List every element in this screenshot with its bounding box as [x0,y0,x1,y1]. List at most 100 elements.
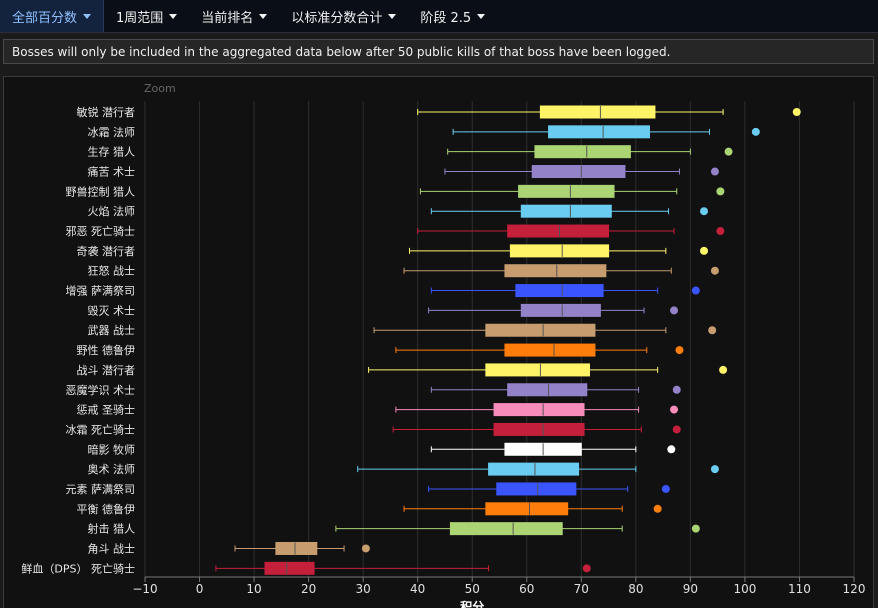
box [548,125,650,139]
box [275,541,318,555]
boxplot-chart: −10 0 10 20 30 40 50 60 70 80 90 100 110 120 积分 敏锐 潜行者冰… [21,101,866,608]
x-tick-label: −10 [132,582,157,596]
category-label: 敏锐 潜行者 [77,105,136,119]
x-tick-label: 50 [465,582,480,596]
x-tick-label: 10 [246,582,261,596]
category-label: 痛苦 术士 [88,165,136,179]
box [493,403,585,417]
zoom-label[interactable]: Zoom [144,82,176,95]
box [507,224,610,238]
outlier-point [719,365,728,374]
box [485,323,596,337]
category-label: 武器 战士 [88,324,136,337]
x-tick-label: 60 [519,582,534,596]
box [509,244,610,258]
outlier-point [792,108,801,116]
category-label: 暗影 牧师 [88,442,136,456]
box [485,502,569,516]
box [534,145,631,159]
category-label: 惩戒 圣骑士 [77,404,136,417]
category-label: 奇袭 潜行者 [77,244,136,258]
box [485,363,590,377]
box [520,303,601,317]
outlier-point [700,207,709,216]
notice-banner: Bosses will only be included in the aggr… [3,39,874,64]
outlier-point [710,266,719,275]
outlier-point [700,246,709,255]
x-tick-label: 20 [301,582,316,596]
chevron-down-icon [388,13,397,19]
box [518,184,615,198]
tab-standard-score[interactable]: 以标准分数合计 [279,0,408,32]
category-label: 野兽控制 猎人 [66,184,136,198]
tab-time-range[interactable]: 1周范围 [104,0,189,32]
outlier-point [716,227,725,236]
outlier-point [670,306,679,315]
box [493,422,585,436]
x-tick-label: 30 [356,582,371,596]
x-tick-label: 0 [196,582,204,596]
category-label: 邪恶 死亡骑士 [66,224,136,238]
x-axis-label: 积分 [460,599,484,608]
tab-phase[interactable]: 阶段 2.5 [408,0,497,32]
box [496,482,577,496]
chart-panel: Zoom −10 0 10 20 30 40 50 60 70 80 90 100 110 120 积分 敏锐… [3,76,874,608]
tab-label: 以标准分数合计 [291,10,383,26]
category-label: 生存 猎人 [88,145,136,159]
outlier-point [716,187,725,196]
outlier-point [751,127,760,136]
x-tick-label: 100 [733,582,756,596]
category-label: 冰霜 死亡骑士 [66,422,136,436]
outlier-point [582,564,591,573]
outlier-point [691,524,700,533]
x-tick-label: 80 [628,582,643,596]
box [539,105,656,119]
category-label: 奥术 法师 [88,462,136,476]
chevron-down-icon [169,13,178,19]
outlier-point [672,425,681,434]
outlier-point [361,544,370,553]
box [520,204,612,218]
outlier-point [670,405,679,414]
category-label: 元素 萨满祭司 [66,483,136,496]
chevron-down-icon [83,13,92,19]
category-label: 狂怒 战士 [88,264,136,278]
x-tick-label: 90 [683,582,698,596]
outlier-point [653,504,662,513]
outlier-point [691,286,700,295]
chevron-down-icon [477,13,486,19]
tab-label: 当前排名 [201,10,254,26]
category-label: 野性 德鲁伊 [77,343,136,357]
category-label: 鲜血（DPS） 死亡骑士 [21,561,135,575]
outlier-point [710,465,719,474]
category-label: 角斗 战士 [88,542,136,555]
x-tick-label: 70 [574,582,589,596]
box [488,462,580,476]
tab-label: 全部百分数 [12,10,78,26]
box [504,343,596,357]
category-label: 冰霜 法师 [88,125,136,139]
outlier-point [661,484,670,493]
tab-label: 1周范围 [116,10,164,26]
category-label: 平衡 德鲁伊 [77,502,136,516]
box [531,165,626,179]
top-tab-bar: 全部百分数 1周范围 当前排名 以标准分数合计 阶段 2.5 [0,0,878,33]
outlier-point [675,346,684,355]
category-label: 毁灭 术士 [88,303,136,317]
tab-label: 阶段 2.5 [420,10,472,26]
outlier-point [724,147,733,156]
x-tick-label: 110 [788,582,811,596]
outlier-point [672,385,681,394]
outlier-point [667,445,676,454]
tab-all-percentiles[interactable]: 全部百分数 [0,0,105,32]
chevron-down-icon [259,13,268,19]
category-label: 射击 猎人 [88,522,136,536]
outlier-point [708,326,717,335]
x-tick-label: 40 [410,582,425,596]
category-label: 增强 萨满祭司 [66,284,136,298]
box [504,264,607,278]
tab-current-rank[interactable]: 当前排名 [189,0,279,32]
x-tick-label: 120 [843,582,866,596]
box [515,284,604,298]
category-label: 战斗 潜行者 [77,363,136,377]
